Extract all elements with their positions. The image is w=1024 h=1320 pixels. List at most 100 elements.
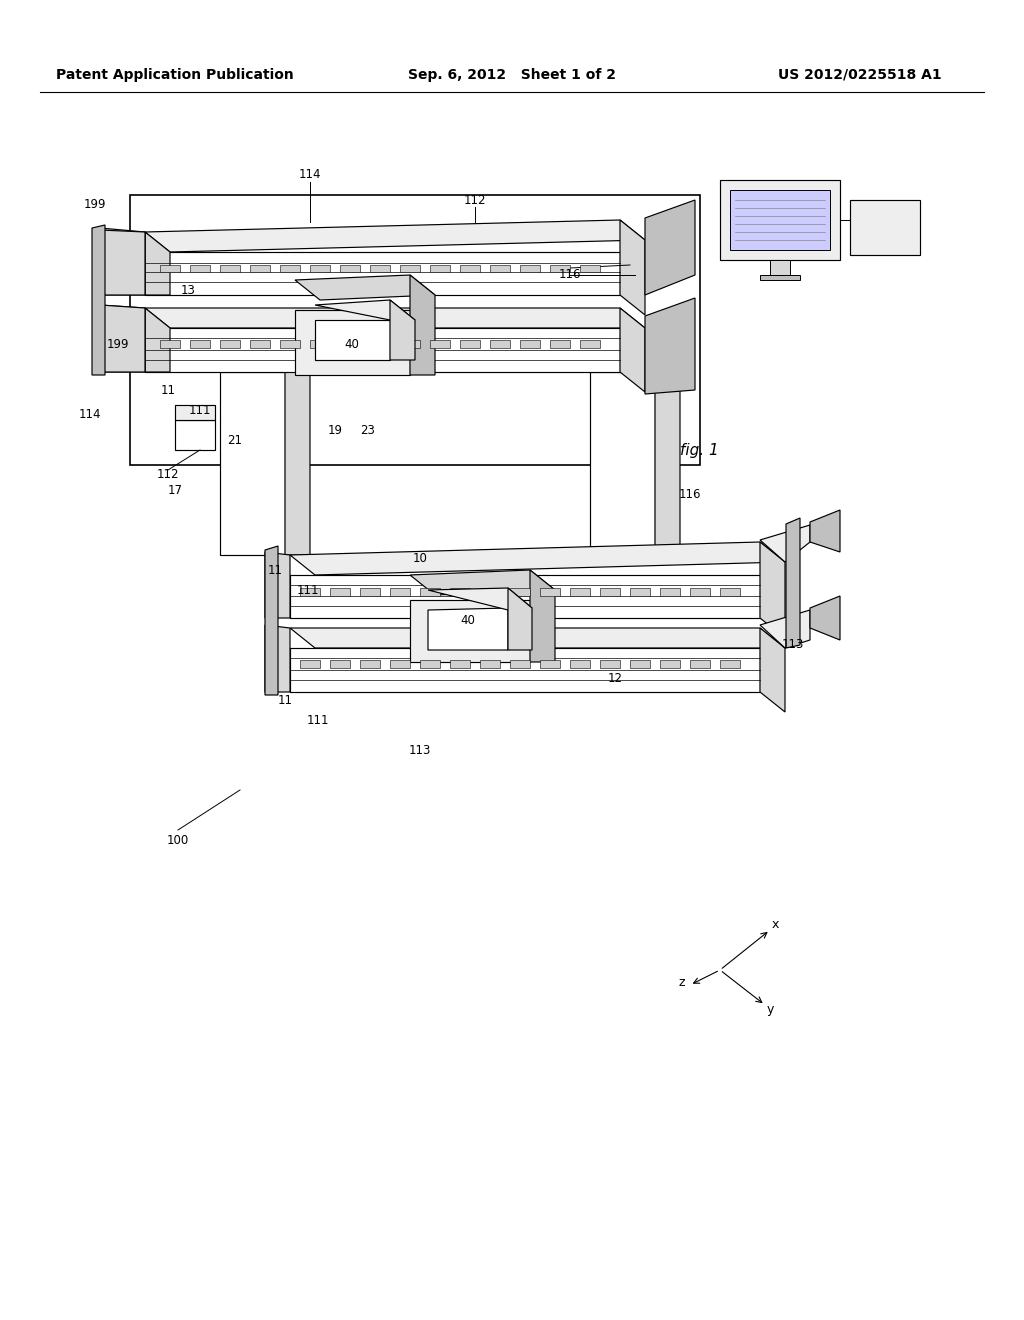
Text: 114: 114 [79,408,101,421]
Polygon shape [290,648,760,692]
Text: z: z [679,975,685,989]
Polygon shape [145,252,620,294]
Polygon shape [220,372,285,554]
Polygon shape [175,405,215,420]
Polygon shape [720,180,840,260]
Polygon shape [400,265,420,272]
Text: 12: 12 [607,672,623,685]
Text: 11: 11 [161,384,175,396]
Polygon shape [400,341,420,348]
Text: 21: 21 [227,433,243,446]
Polygon shape [360,660,380,668]
Polygon shape [428,587,532,610]
Polygon shape [760,628,785,711]
Polygon shape [295,275,435,300]
Polygon shape [630,587,650,597]
Text: 114: 114 [299,169,322,181]
Polygon shape [190,341,210,348]
Polygon shape [760,543,785,638]
Polygon shape [310,341,330,348]
Polygon shape [520,341,540,348]
Polygon shape [660,587,680,597]
Polygon shape [390,300,415,360]
Polygon shape [660,660,680,668]
Polygon shape [290,543,785,576]
Polygon shape [580,341,600,348]
Polygon shape [570,660,590,668]
Polygon shape [510,587,530,597]
Polygon shape [540,587,560,597]
Text: 111: 111 [297,583,319,597]
Text: 199: 199 [84,198,106,211]
Text: 116: 116 [559,268,582,281]
Polygon shape [450,587,470,597]
Text: 17: 17 [168,483,182,496]
Polygon shape [720,660,740,668]
Polygon shape [420,587,440,597]
Polygon shape [145,308,645,327]
Polygon shape [100,230,145,294]
Polygon shape [340,341,360,348]
Polygon shape [480,660,500,668]
Polygon shape [410,570,555,595]
Polygon shape [220,341,240,348]
Text: Patent Application Publication: Patent Application Publication [56,69,294,82]
Polygon shape [290,628,785,648]
Polygon shape [92,224,105,375]
Polygon shape [510,660,530,668]
Polygon shape [145,232,170,294]
Polygon shape [430,341,450,348]
Polygon shape [730,190,830,249]
Polygon shape [100,305,145,372]
Polygon shape [160,341,180,348]
Polygon shape [655,355,680,554]
Polygon shape [100,305,145,372]
Polygon shape [420,660,440,668]
Polygon shape [630,660,650,668]
Polygon shape [490,265,510,272]
Polygon shape [530,570,555,663]
Polygon shape [300,587,319,597]
Polygon shape [460,341,480,348]
Polygon shape [175,420,215,450]
Polygon shape [265,552,290,618]
Polygon shape [285,355,310,554]
Polygon shape [690,587,710,597]
Polygon shape [145,220,645,252]
Text: 199: 199 [106,338,129,351]
Polygon shape [580,265,600,272]
Text: Sep. 6, 2012   Sheet 1 of 2: Sep. 6, 2012 Sheet 1 of 2 [408,69,616,82]
Polygon shape [410,275,435,375]
Polygon shape [490,341,510,348]
Text: 113: 113 [781,639,804,652]
Polygon shape [430,265,450,272]
Text: 100: 100 [167,833,189,846]
Polygon shape [550,341,570,348]
Polygon shape [330,587,350,597]
Polygon shape [410,601,530,663]
Polygon shape [315,319,390,360]
Text: 112: 112 [157,469,179,482]
Polygon shape [760,525,810,562]
Polygon shape [620,220,645,315]
Polygon shape [770,260,790,275]
Text: x: x [771,919,778,932]
Polygon shape [370,341,390,348]
Polygon shape [428,609,508,649]
Text: 11: 11 [267,564,283,577]
Polygon shape [760,610,810,648]
Polygon shape [786,517,800,648]
Polygon shape [340,265,360,272]
Text: 19: 19 [328,424,342,437]
Polygon shape [460,265,480,272]
Polygon shape [310,265,330,272]
Polygon shape [330,660,350,668]
Polygon shape [810,597,840,640]
Polygon shape [220,355,310,372]
Polygon shape [315,300,415,319]
Polygon shape [280,341,300,348]
Polygon shape [550,265,570,272]
Polygon shape [508,587,532,649]
Polygon shape [370,265,390,272]
Polygon shape [540,660,560,668]
